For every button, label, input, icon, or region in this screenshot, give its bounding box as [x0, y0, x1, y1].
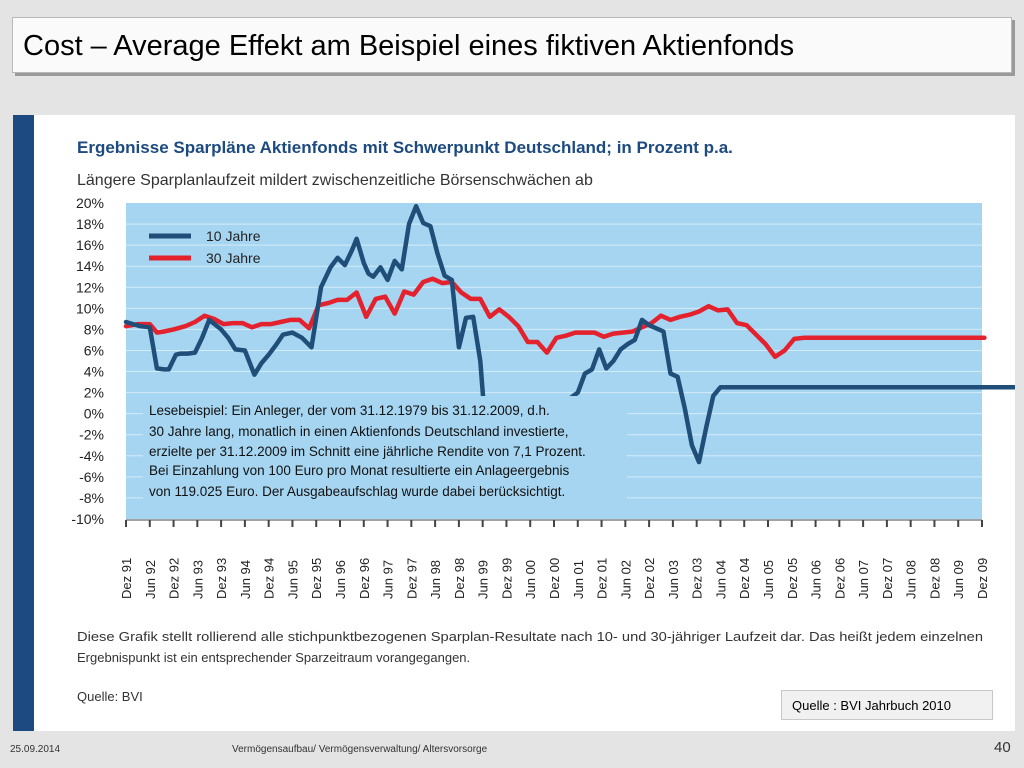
y-tick-label: -2%: [79, 427, 104, 443]
x-tick-label: Dez 00: [547, 558, 562, 599]
x-tick-label: Jun 04: [713, 560, 728, 599]
x-tick-label: Dez 97: [404, 558, 419, 599]
x-tick-label: Jun 06: [809, 560, 824, 599]
source-box: Quelle : BVI Jahrbuch 2010: [781, 690, 993, 720]
x-tick-label: Dez 93: [214, 558, 229, 599]
page-number: 40: [994, 739, 1011, 756]
legend: 10 Jahre 30 Jahre: [149, 228, 261, 266]
chart-svg: Ergebnisse Sparpläne Aktienfonds mit Sch…: [71, 138, 1015, 704]
x-tick-label: Jun 08: [904, 560, 919, 599]
annotation-line: Bei Einzahlung von 100 Euro pro Monat re…: [149, 463, 570, 478]
y-tick-label: 10%: [76, 300, 104, 316]
annotation-box: Lesebeispiel: Ein Anleger, der vom 31.12…: [143, 396, 627, 503]
y-tick-label: 2%: [84, 385, 104, 401]
legend-10-jahre-label: 10 Jahre: [206, 228, 261, 244]
y-tick-label: -6%: [79, 469, 104, 485]
y-tick-label: 12%: [76, 279, 104, 295]
y-tick-label: 6%: [84, 342, 104, 358]
y-tick-label: 4%: [84, 364, 104, 380]
x-tick-label: Jun 95: [285, 560, 300, 599]
x-tick-label: Jun 01: [571, 560, 586, 599]
y-tick-label: 14%: [76, 258, 104, 274]
y-tick-label: -8%: [79, 490, 104, 506]
series-layer: [123, 203, 1015, 491]
x-tick-label: Jun 05: [761, 560, 776, 599]
annotation-bg: [143, 396, 627, 503]
x-tick-label: Dez 06: [832, 558, 847, 599]
annotation-line: Lesebeispiel: Ein Anleger, der vom 31.12…: [149, 403, 550, 418]
x-tick-label: Jun 03: [666, 560, 681, 599]
x-tick-label: Dez 07: [880, 558, 895, 599]
x-tick-label: Dez 03: [690, 558, 705, 599]
figure-left-stripe: [13, 115, 34, 731]
chart-figure: Ergebnisse Sparpläne Aktienfonds mit Sch…: [13, 115, 1015, 731]
slide-title: Cost – Average Effekt am Beispiel eines …: [23, 30, 795, 62]
x-tick-label: Dez 94: [262, 558, 277, 599]
x-tick-label: Dez 04: [737, 558, 752, 599]
y-tick-label: -4%: [79, 448, 104, 464]
footer-date: 25.09.2014: [10, 744, 61, 755]
x-tick-label: Jun 99: [476, 560, 491, 599]
x-tick-label: Jun 00: [523, 560, 538, 599]
source-box-text: Quelle : BVI Jahrbuch 2010: [792, 698, 951, 713]
x-axis-ticks: Dez 91 Jun 92 Dez 92 Jun 93 Dez 93 Jun 94 Dez …: [119, 519, 990, 599]
y-tick-label: 16%: [76, 237, 104, 253]
y-tick-label: 18%: [76, 216, 104, 232]
y-axis-ticks: 20% 18% 16% 14% 12% 10% 8% 6% 4% 2% 0% -2% -4% -6% -8%…: [71, 195, 104, 527]
x-tick-label: Dez 01: [595, 558, 610, 599]
y-tick-label: -10%: [71, 511, 104, 527]
x-tick-label: Dez 02: [642, 558, 657, 599]
x-tick-label: Dez 96: [357, 558, 372, 599]
chart-title: Ergebnisse Sparpläne Aktienfonds mit Sch…: [77, 138, 733, 157]
chart-source: Quelle: BVI: [77, 689, 143, 704]
x-tick-label: Jun 93: [190, 560, 205, 599]
x-tick-label: Dez 05: [785, 558, 800, 599]
x-tick-label: Dez 08: [927, 558, 942, 599]
x-tick-label: Dez 98: [452, 558, 467, 599]
footnote-line: Diese Grafik stellt rollierend alle stic…: [77, 629, 983, 644]
legend-30-jahre-label: 30 Jahre: [206, 250, 261, 266]
x-tick-label: Jun 09: [951, 560, 966, 599]
x-tick-label: Jun 94: [238, 560, 253, 599]
footer-center-text: Vermögensaufbau/ Vermögensverwaltung/ Al…: [232, 744, 488, 755]
x-tick-label: Dez 95: [309, 558, 324, 599]
x-tick-label: Dez 09: [975, 558, 990, 599]
x-tick-label: Jun 97: [381, 560, 396, 599]
y-tick-label: 8%: [84, 321, 104, 337]
x-tick-label: Jun 96: [333, 560, 348, 599]
x-tick-label: Jun 98: [428, 560, 443, 599]
annotation-line: von 119.025 Euro. Der Ausgabeaufschlag w…: [149, 484, 565, 499]
slide-title-bar: Cost – Average Effekt am Beispiel eines …: [12, 17, 1012, 73]
annotation-line: erzielte per 31.12.2009 im Schnitt eine …: [149, 444, 586, 459]
x-tick-label: Jun 92: [143, 560, 158, 599]
x-tick-label: Dez 91: [119, 558, 134, 599]
y-tick-label: 0%: [84, 406, 104, 422]
series-line-10-jahre: [123, 203, 1015, 491]
y-tick-label: 20%: [76, 195, 104, 211]
x-tick-label: Dez 92: [167, 558, 182, 599]
x-tick-label: Dez 99: [499, 558, 514, 599]
series-line-30-jahre: [123, 276, 987, 360]
x-tick-label: Jun 02: [618, 560, 633, 599]
x-tick-label: Jun 07: [856, 560, 871, 599]
chart-subtitle: Längere Sparplanlaufzeit mildert zwische…: [77, 172, 593, 189]
annotation-line: 30 Jahre lang, monatlich in einen Aktien…: [149, 424, 569, 439]
footnote-line: Ergebnispunkt ist ein entsprechender Spa…: [77, 650, 470, 665]
